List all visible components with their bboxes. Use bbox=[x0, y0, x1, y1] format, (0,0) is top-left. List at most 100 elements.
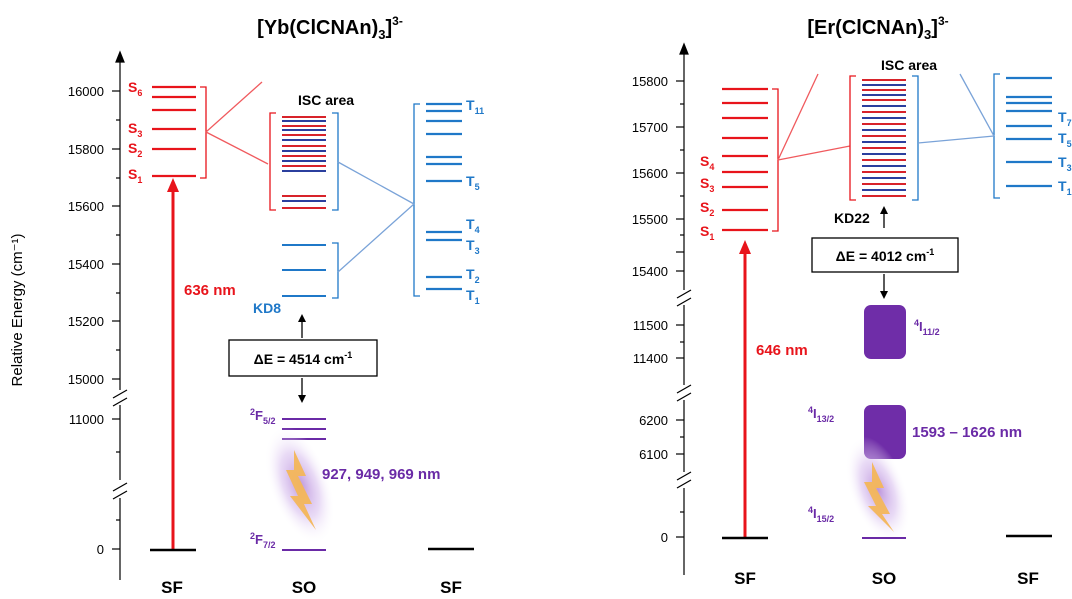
svg-text:S1: S1 bbox=[128, 166, 142, 185]
left-absorption-wavelength: 636 nm bbox=[184, 282, 236, 299]
right-kd-label: KD22 bbox=[834, 210, 870, 226]
svg-text:T4: T4 bbox=[466, 216, 480, 235]
left-column-labels: SF SO SF bbox=[161, 578, 462, 597]
svg-text:S2: S2 bbox=[700, 199, 714, 218]
tick-label: 11500 bbox=[633, 318, 668, 333]
tick-label: 15200 bbox=[68, 314, 104, 329]
tick-label: 0 bbox=[97, 542, 104, 557]
right-y-axis bbox=[676, 44, 691, 575]
tick-label: 15600 bbox=[68, 199, 104, 214]
left-y-axis bbox=[112, 52, 127, 580]
tick-label: 15800 bbox=[68, 142, 104, 157]
svg-text:4I15/2: 4I15/2 bbox=[808, 505, 834, 524]
svg-text:S4: S4 bbox=[700, 153, 714, 172]
left-isc-levels bbox=[282, 117, 326, 208]
left-triplet-connectors bbox=[338, 162, 414, 272]
right-triplet-bracket bbox=[994, 74, 1000, 198]
left-panel: [Yb(ClCNAn)3]3- Relative Energy (cm⁻¹) bbox=[9, 14, 484, 597]
svg-text:2F5/2: 2F5/2 bbox=[250, 407, 275, 426]
svg-text:4I13/2: 4I13/2 bbox=[808, 405, 834, 424]
y-axis-label: Relative Energy (cm⁻¹) bbox=[9, 234, 26, 387]
svg-text:2F7/2: 2F7/2 bbox=[250, 531, 275, 550]
right-triplet-labels: T7 T5 T3 T1 bbox=[1058, 109, 1072, 197]
left-kd-bracket bbox=[332, 243, 338, 298]
left-singlet-bracket bbox=[200, 87, 206, 178]
column-label: SO bbox=[292, 578, 317, 597]
right-triplet-connectors bbox=[918, 74, 994, 143]
right-title: [Er(ClCNAn)3]3- bbox=[807, 14, 948, 42]
svg-text:S3: S3 bbox=[700, 175, 714, 194]
tick-label: 11400 bbox=[633, 351, 668, 366]
right-absorption-arrowhead bbox=[739, 240, 751, 254]
right-isc-label: ISC area bbox=[881, 57, 937, 73]
svg-text:T5: T5 bbox=[466, 173, 480, 192]
left-triplet-levels bbox=[426, 104, 462, 289]
right-singlet-labels: S4 S3 S2 S1 bbox=[700, 153, 714, 242]
left-singlet-connectors bbox=[206, 82, 268, 164]
tick-label: 16000 bbox=[68, 84, 104, 99]
tick-label: 6100 bbox=[639, 447, 668, 462]
tick-label: 15600 bbox=[632, 166, 668, 181]
right-triplet-levels bbox=[1006, 78, 1052, 186]
right-delta-e-text: ΔE = 4012 cm-1 bbox=[836, 247, 935, 264]
svg-text:T3: T3 bbox=[466, 237, 480, 256]
tick-label: 15800 bbox=[632, 74, 668, 89]
tick-label: 15500 bbox=[632, 212, 668, 227]
column-label: SO bbox=[872, 569, 897, 588]
left-tick-labels: 16000 15800 15600 15400 15200 15000 1100… bbox=[68, 84, 104, 557]
right-emission-glow bbox=[833, 428, 924, 552]
left-kd-label: KD8 bbox=[253, 300, 281, 316]
right-de-arrowhead-down bbox=[880, 291, 888, 299]
right-kd-arrowhead bbox=[880, 206, 888, 214]
right-i11-box bbox=[864, 305, 906, 359]
column-label: SF bbox=[1017, 569, 1039, 588]
right-tick-labels: 15800 15700 15600 15500 15400 11500 1140… bbox=[632, 74, 668, 545]
svg-text:T2: T2 bbox=[466, 266, 480, 285]
svg-text:T1: T1 bbox=[1058, 178, 1072, 197]
right-singlet-bracket bbox=[772, 89, 778, 231]
tick-label: 15400 bbox=[632, 264, 668, 279]
tick-label: 15400 bbox=[68, 257, 104, 272]
right-isc-bracket-blue bbox=[912, 76, 918, 200]
left-isc-label: ISC area bbox=[298, 92, 354, 108]
left-isc-bracket-blue bbox=[332, 113, 338, 210]
svg-text:T11: T11 bbox=[466, 97, 484, 116]
tick-label: 6200 bbox=[639, 413, 668, 428]
svg-text:T5: T5 bbox=[1058, 130, 1072, 149]
svg-text:T1: T1 bbox=[466, 287, 480, 306]
tick-label: 0 bbox=[661, 530, 668, 545]
left-delta-e-text: ΔE = 4514 cm-1 bbox=[254, 350, 353, 367]
right-singlet-connectors bbox=[778, 74, 850, 160]
left-kd-levels bbox=[282, 245, 326, 296]
right-singlet-levels bbox=[722, 89, 768, 230]
svg-text:4I11/2: 4I11/2 bbox=[914, 318, 940, 337]
right-panel: [Er(ClCNAn)3]3- bbox=[632, 14, 1072, 588]
left-isc-bracket-red bbox=[270, 113, 276, 210]
left-de-arrowhead-down bbox=[298, 395, 306, 403]
column-label: SF bbox=[161, 578, 183, 597]
right-emission-wavelength: 1593 – 1626 nm bbox=[912, 424, 1022, 441]
svg-text:T7: T7 bbox=[1058, 109, 1072, 128]
tick-label: 11000 bbox=[69, 412, 104, 427]
left-singlet-labels: S6 S3 S2 S1 bbox=[128, 79, 142, 185]
left-triplet-labels: T11 T5 T4 T3 T2 T1 bbox=[466, 97, 484, 306]
svg-text:S1: S1 bbox=[700, 223, 714, 242]
column-label: SF bbox=[734, 569, 756, 588]
right-column-labels: SF SO SF bbox=[734, 569, 1039, 588]
svg-text:S3: S3 bbox=[128, 120, 142, 139]
left-emission-wavelength: 927, 949, 969 nm bbox=[322, 466, 440, 483]
right-isc-levels bbox=[862, 80, 906, 196]
svg-text:S2: S2 bbox=[128, 140, 142, 159]
tick-label: 15000 bbox=[68, 372, 104, 387]
right-isc-bracket-red bbox=[850, 76, 856, 200]
right-absorption-wavelength: 646 nm bbox=[756, 342, 808, 359]
left-singlet-levels bbox=[152, 87, 196, 176]
left-absorption-arrowhead bbox=[167, 178, 179, 192]
column-label: SF bbox=[440, 578, 462, 597]
left-de-arrowhead-up bbox=[298, 314, 306, 322]
svg-text:T3: T3 bbox=[1058, 154, 1072, 173]
left-title: [Yb(ClCNAn)3]3- bbox=[257, 14, 403, 42]
tick-label: 15700 bbox=[632, 120, 668, 135]
left-triplet-bracket bbox=[414, 104, 420, 296]
